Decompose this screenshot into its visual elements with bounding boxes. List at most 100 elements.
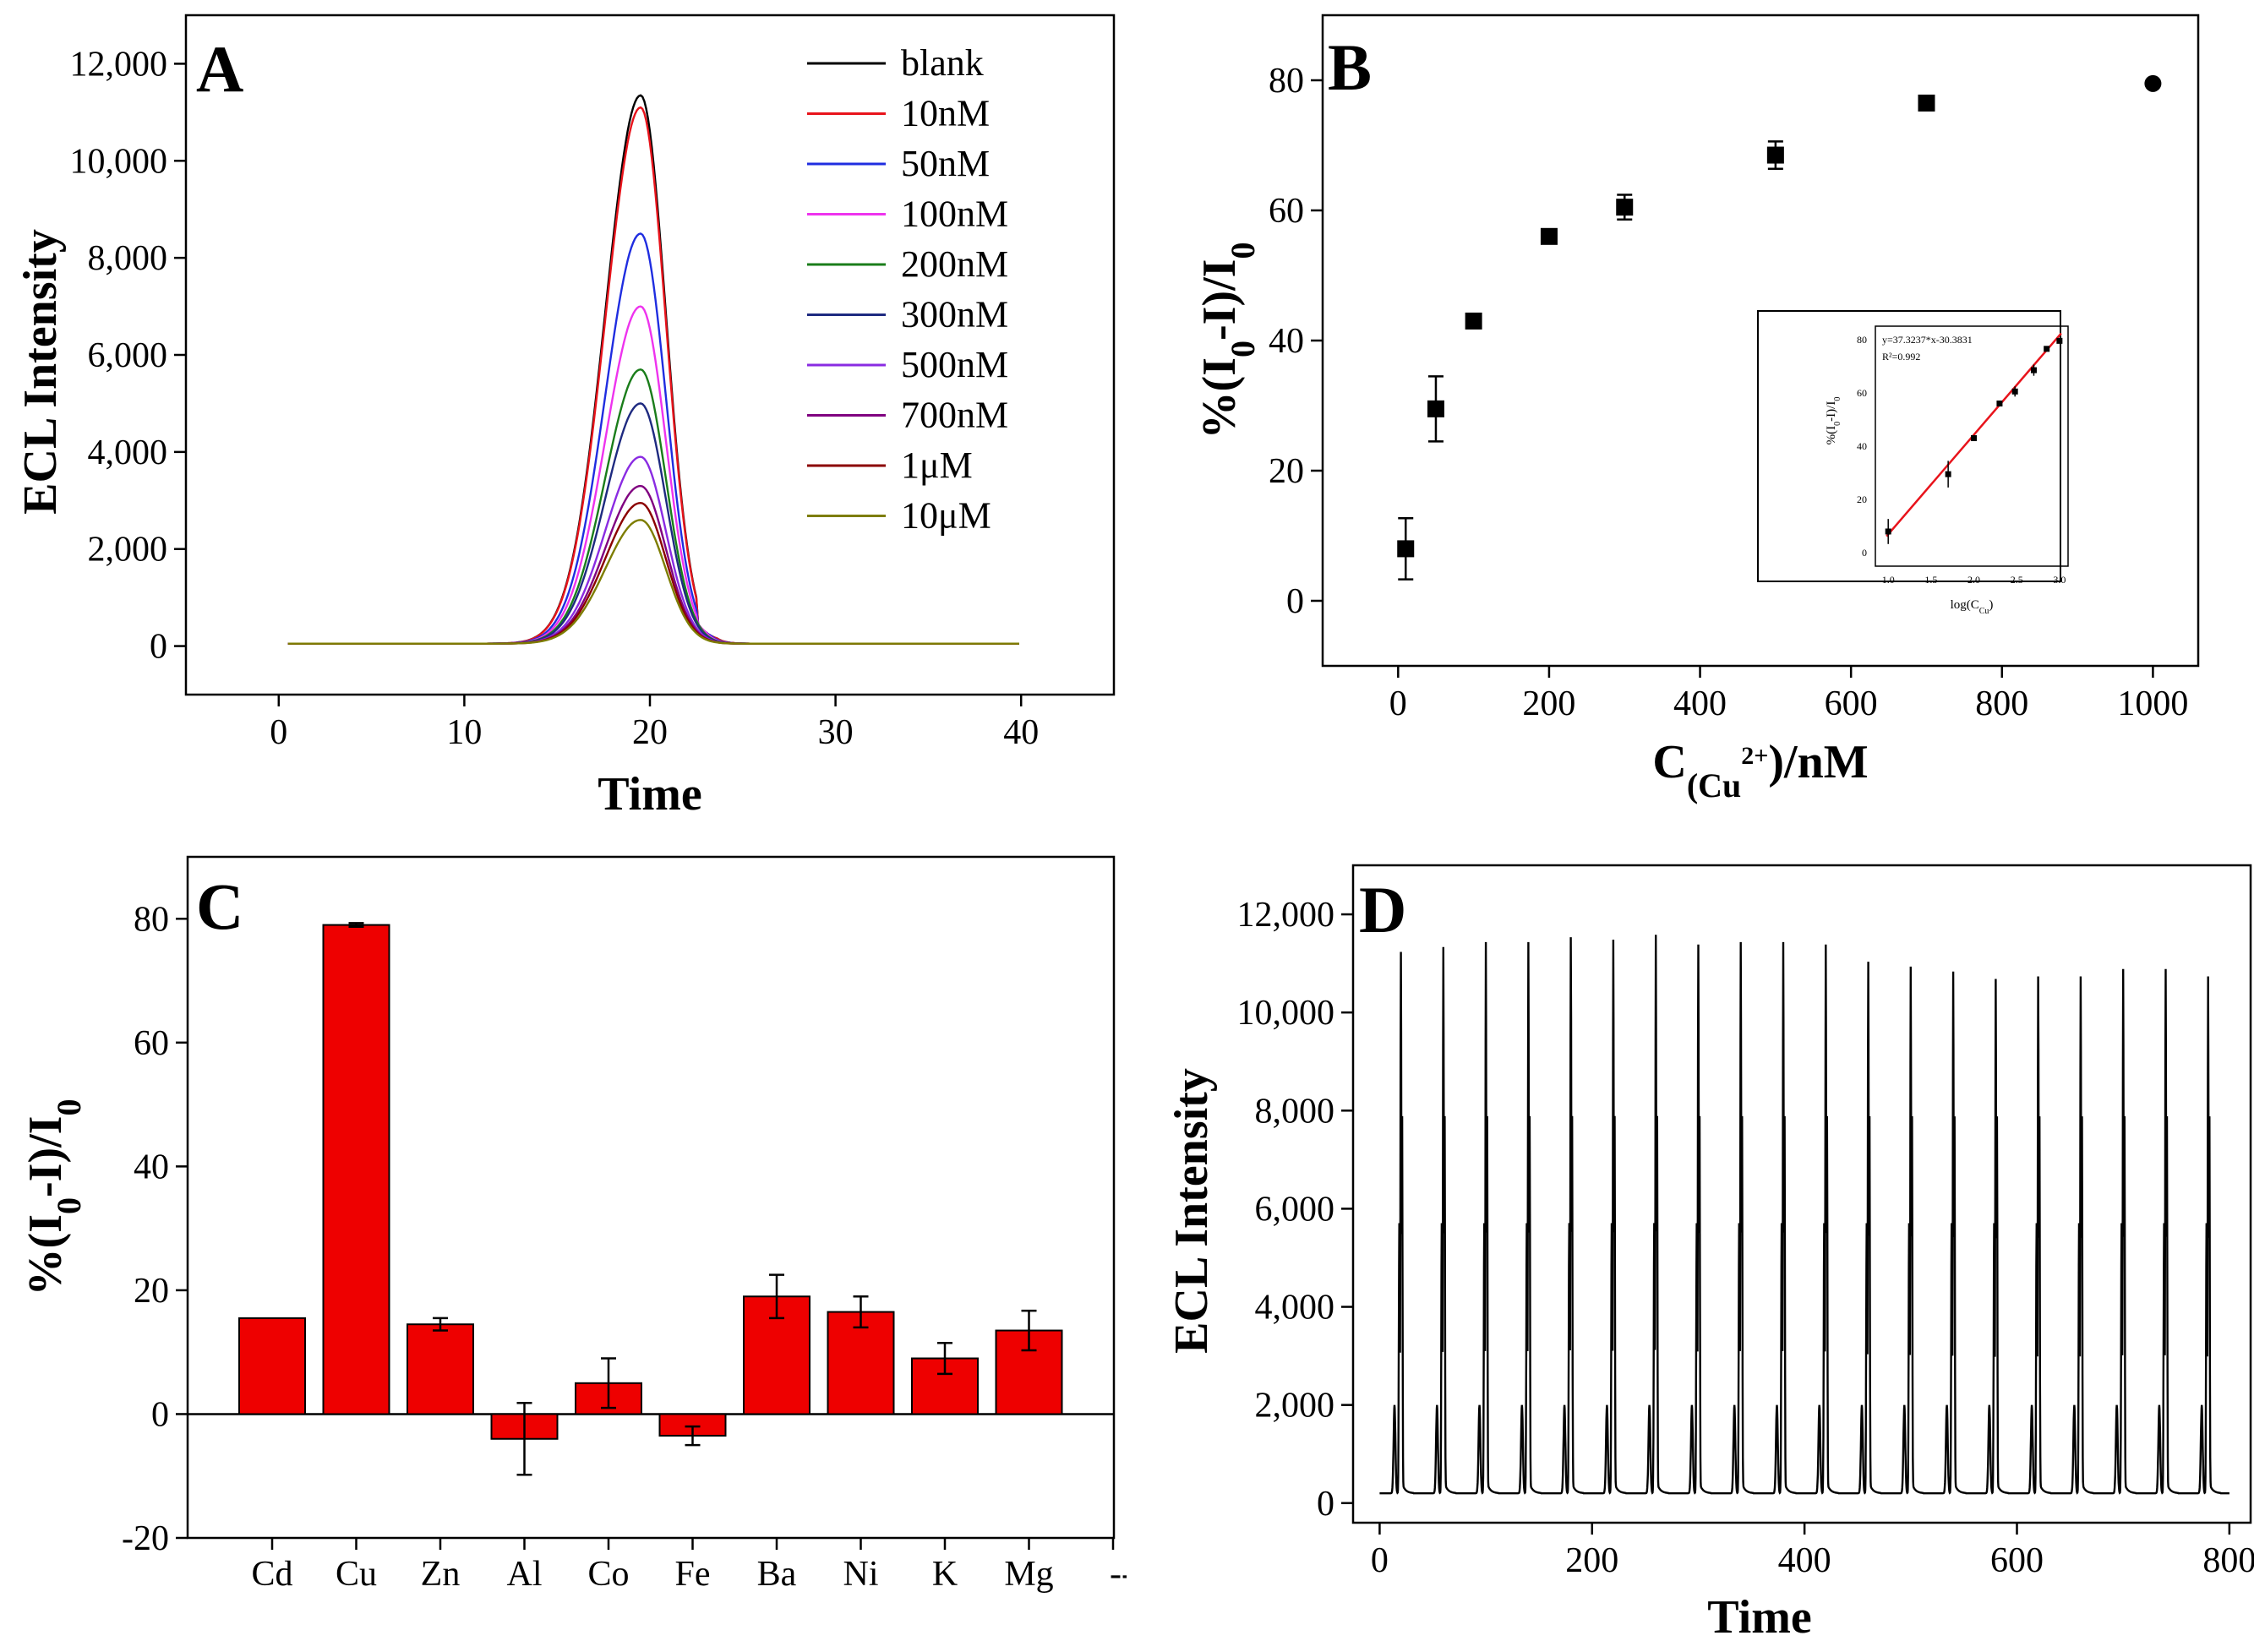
panel-d-y-tick-label: 4,000 xyxy=(1255,1289,1335,1328)
panel-a-legend-label: 10μM xyxy=(901,495,991,537)
panel-c-bar xyxy=(407,1323,474,1415)
panel-b-inset-y-tick-label: 0 xyxy=(1862,547,1867,559)
panel-b-inset-x-title-part: ) xyxy=(1989,598,1993,612)
panel-a-legend-label: 500nM xyxy=(901,344,1008,385)
panel-b-inset-y-title-part: 0 xyxy=(1833,422,1842,426)
panel-b-y-tick-label: 20 xyxy=(1269,452,1304,491)
panel-a-y-tick-label: 0 xyxy=(150,628,167,667)
panel-b-data-point xyxy=(1397,540,1415,558)
panel-c-plot-frame xyxy=(186,855,1116,1540)
panel-b-data-point xyxy=(1427,400,1444,417)
panel-b-y-tick-label: 0 xyxy=(1286,582,1304,621)
panel-b-y-tick-label: 60 xyxy=(1269,192,1304,231)
panel-a-x-tick-label: 10 xyxy=(446,713,482,752)
panel-c-y-tick-label: 80 xyxy=(134,900,169,939)
panel-a-legend-label: 10nM xyxy=(901,93,990,134)
panel-a-y-tick-label: 8,000 xyxy=(88,239,168,278)
panel-d-chart: 0 200 400 600 800 0 2,000 4,000 6,000 8,000 10,000… xyxy=(1165,864,2254,1644)
panel-c-y-tick-label: -20 xyxy=(122,1519,169,1558)
panel-b-inset-point xyxy=(1885,528,1891,535)
panel-c-y-axis-title: %(I0-I)/I0 xyxy=(19,1099,88,1296)
panel-c-category-label: Ni xyxy=(843,1555,879,1594)
panel-b-y-axis-title-part: -I)/I xyxy=(1193,259,1246,341)
panel-c-y-axis-title-part: 0 xyxy=(50,1197,88,1214)
panel-b-letter: B xyxy=(1328,30,1372,104)
panel-c-category-label: Co xyxy=(587,1555,629,1594)
panel-b-inset-y-title-part: %(I xyxy=(1825,426,1838,445)
panel-b-inset-x-tick-label: 1.0 xyxy=(1882,574,1895,586)
panel-b-inset-point xyxy=(2044,346,2050,352)
panel-a-y-tick-label: 12,000 xyxy=(70,45,168,84)
panel-b-inset-x-tick-label: 2.0 xyxy=(1967,574,1980,586)
panel-d-y-tick-label: 6,000 xyxy=(1255,1190,1335,1229)
panel-d-y-tick-label: 2,000 xyxy=(1255,1387,1335,1426)
panel-b-data-point xyxy=(1465,312,1482,330)
panel-b-inset-point xyxy=(2030,367,2037,373)
panel-c-category-label: Zn xyxy=(421,1555,461,1594)
panel-b-inset-equation: y=37.3237*x-30.3831 xyxy=(1882,334,1973,346)
panel-a-y-axis-title: ECL Intensity xyxy=(14,229,67,515)
panel-a-x-tick-label: 0 xyxy=(270,713,287,752)
panel-b-inset-y-tick-label: 80 xyxy=(1857,334,1867,346)
panel-c-bar xyxy=(322,924,390,1415)
panel-b-data-point xyxy=(2144,74,2162,92)
panel-c-category-label: K xyxy=(932,1555,958,1594)
panel-b-y-axis-title-part: %(I xyxy=(1193,357,1246,439)
panel-c-extra-tick-label: -- xyxy=(1110,1555,1127,1594)
panel-b-data-point xyxy=(1540,227,1558,245)
panel-b-inset-x-title-part: Cu xyxy=(1979,607,1989,616)
panel-d-y-axis-title: ECL Intensity xyxy=(1165,1068,1218,1354)
panel-b-y-tick-label: 80 xyxy=(1269,62,1304,101)
panel-b-inset-frame xyxy=(1757,310,2061,582)
panel-a-y-tick-label: 10,000 xyxy=(70,142,168,181)
panel-a-chart: 0 10 20 30 40 0 2,000 4,000 6,000 8,000 10,000 12,0… xyxy=(14,14,1116,821)
panel-a-x-tick-label: 40 xyxy=(1003,713,1039,752)
panel-b-inset-x-tick-label: 3.0 xyxy=(2053,574,2066,586)
panel-b-data-point xyxy=(1616,199,1634,216)
panel-b-inset-point xyxy=(1996,401,2003,407)
panel-b-x-axis-title: C(Cu2+)/nM xyxy=(1652,736,1868,804)
panel-b-x-axis-title-part: C xyxy=(1652,736,1686,788)
panel-a-series-line-9 xyxy=(287,519,1019,645)
panel-c-category-label: Al xyxy=(507,1555,543,1594)
panel-c-bar xyxy=(238,1317,306,1415)
panel-b-x-axis-title-part: )/nM xyxy=(1768,736,1868,788)
panel-b-inset-x-tick-label: 1.5 xyxy=(1924,574,1937,586)
panel-a-legend-label: blank xyxy=(901,42,984,84)
panel-a-legend-label: 1μM xyxy=(901,444,973,486)
panel-c-y-axis-title-part: 0 xyxy=(50,1099,88,1116)
panel-c-y-tick-label: 20 xyxy=(134,1272,169,1311)
panel-b-inset-y-tick-label: 20 xyxy=(1857,493,1867,505)
panel-b-x-tick-label: 400 xyxy=(1673,684,1727,723)
panel-a-x-tick-label: 20 xyxy=(632,713,668,752)
panel-d-x-tick-label: 200 xyxy=(1565,1541,1618,1580)
panel-c-category-label: Ba xyxy=(757,1555,797,1594)
panel-a-legend-label: 50nM xyxy=(901,143,990,184)
panel-b-x-tick-label: 200 xyxy=(1522,684,1575,723)
panel-d-x-tick-label: 800 xyxy=(2202,1541,2254,1580)
panel-c-category-label: Mg xyxy=(1004,1555,1053,1594)
panel-c-category-label: Cu xyxy=(336,1555,377,1594)
panel-b-x-tick-label: 600 xyxy=(1825,684,1878,723)
panel-a-legend-label: 700nM xyxy=(901,395,1008,436)
panel-c-category-label: Fe xyxy=(675,1555,711,1594)
panel-d-y-tick-label: 0 xyxy=(1317,1485,1334,1524)
panel-b-inset-r2: R²=0.992 xyxy=(1882,351,1920,363)
panel-b-x-axis-title-part: (Cu xyxy=(1687,766,1741,804)
panel-d-plot-frame xyxy=(1351,864,2252,1524)
panel-b-inset-y-title-part: -I)/I xyxy=(1825,401,1838,422)
panel-b-inset-point xyxy=(1945,471,1951,477)
panel-b-x-tick-label: 0 xyxy=(1389,684,1407,723)
panel-b-inset-y-tick-label: 40 xyxy=(1857,440,1867,452)
panel-a-y-tick-label: 4,000 xyxy=(88,433,168,472)
panel-d-y-tick-label: 8,000 xyxy=(1255,1092,1335,1131)
panel-a-legend-label: 100nM xyxy=(901,194,1008,235)
panel-c-y-axis-title-part: -I)/I xyxy=(19,1116,72,1197)
panel-d-y-tick-label: 12,000 xyxy=(1237,896,1335,935)
panel-a-x-tick-label: 30 xyxy=(818,713,854,752)
panel-c-y-tick-label: 40 xyxy=(134,1148,169,1186)
panel-d-x-tick-label: 600 xyxy=(1990,1541,2044,1580)
panel-d-x-tick-label: 0 xyxy=(1371,1541,1389,1580)
panel-b-inset-fit-line xyxy=(1886,332,2062,537)
